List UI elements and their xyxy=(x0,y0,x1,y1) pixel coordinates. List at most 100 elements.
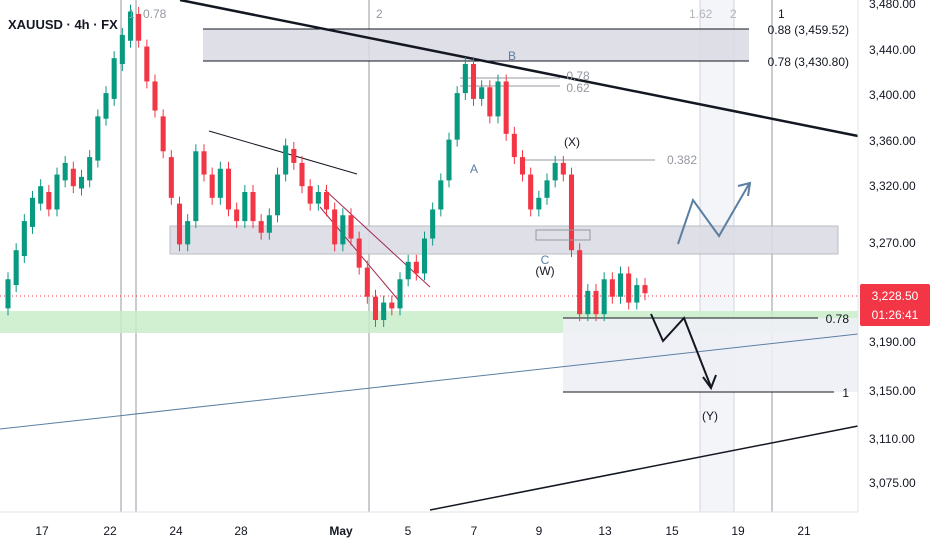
last-price-badge[interactable] xyxy=(860,284,930,326)
candle-up[interactable] xyxy=(185,221,191,245)
candle-down[interactable] xyxy=(225,168,232,210)
candle-down[interactable] xyxy=(348,215,354,239)
candle-down[interactable] xyxy=(609,279,615,297)
price-axis[interactable]: 3,480.00 3,440.00 3,400.00 3,360.00 3,32… xyxy=(857,0,932,512)
target-zone[interactable] xyxy=(563,318,858,392)
candle-down[interactable] xyxy=(364,267,370,297)
candle-up[interactable] xyxy=(242,192,248,222)
candle-up[interactable] xyxy=(21,221,27,256)
channel-line-top[interactable] xyxy=(324,189,431,288)
candle-down[interactable] xyxy=(46,192,52,210)
candle-down[interactable] xyxy=(176,203,183,245)
candle-down[interactable] xyxy=(307,186,313,204)
time-axis[interactable]: 17 22 24 28 May 5 7 9 13 15 19 21 xyxy=(0,511,932,550)
candle-up[interactable] xyxy=(13,250,19,286)
candle-up[interactable] xyxy=(454,93,460,140)
candle-down[interactable] xyxy=(70,168,76,187)
y-tick: 3,440.00 xyxy=(869,43,916,57)
candle-down[interactable] xyxy=(503,81,509,134)
candle-up[interactable] xyxy=(536,197,542,210)
symbol-title[interactable]: XAUUSD · 4h · FX xyxy=(8,17,118,32)
candle-down[interactable] xyxy=(470,64,477,99)
candle-up[interactable] xyxy=(95,116,101,161)
candle-down[interactable] xyxy=(568,174,575,251)
candle-up[interactable] xyxy=(111,58,117,99)
candle-down[interactable] xyxy=(519,157,526,175)
candle-down[interactable] xyxy=(250,192,256,222)
candle-up[interactable] xyxy=(266,215,272,233)
candle-up[interactable] xyxy=(78,176,85,189)
candle-up[interactable] xyxy=(103,93,109,119)
candle-down[interactable] xyxy=(413,261,419,274)
ascending-trendline-upper[interactable] xyxy=(0,333,859,430)
mid-zone[interactable] xyxy=(169,225,839,255)
candle-up[interactable] xyxy=(5,279,11,309)
ascending-trendline-lower[interactable] xyxy=(429,425,859,511)
candle-up[interactable] xyxy=(193,151,199,222)
candle-up[interactable] xyxy=(38,186,44,204)
candle-down[interactable] xyxy=(511,133,517,158)
candle-up[interactable] xyxy=(495,81,501,117)
candle-up[interactable] xyxy=(421,238,428,274)
candle-down[interactable] xyxy=(258,221,264,233)
candle-up[interactable] xyxy=(544,180,550,198)
time-fib-label-1: 1 xyxy=(128,7,135,21)
candle-up[interactable] xyxy=(62,162,68,181)
time-axis-bg xyxy=(0,512,932,550)
price-axis-bg xyxy=(858,0,932,512)
candle-up[interactable] xyxy=(315,192,321,204)
candle-up[interactable] xyxy=(217,168,223,198)
descending-trendline[interactable] xyxy=(179,0,859,138)
candle-up[interactable] xyxy=(274,174,281,216)
candle-up[interactable] xyxy=(397,279,403,309)
candle-down[interactable] xyxy=(234,209,240,222)
candle-down[interactable] xyxy=(332,209,338,245)
candle-down[interactable] xyxy=(372,296,379,320)
candle-up[interactable] xyxy=(585,290,591,315)
candle-up[interactable] xyxy=(119,34,125,64)
candle-down[interactable] xyxy=(201,151,207,175)
candle-up[interactable] xyxy=(29,197,36,227)
candle-up[interactable] xyxy=(127,11,134,41)
candle-down[interactable] xyxy=(528,174,534,210)
candle-down[interactable] xyxy=(209,174,215,198)
candle-down[interactable] xyxy=(299,162,305,187)
candle-up[interactable] xyxy=(340,215,346,245)
candle-down[interactable] xyxy=(389,302,395,309)
candle-down[interactable] xyxy=(593,290,599,315)
candle-down[interactable] xyxy=(356,238,362,268)
candle-down[interactable] xyxy=(291,148,297,163)
candle-up[interactable] xyxy=(552,162,558,181)
bearish-projection-path[interactable] xyxy=(650,313,712,388)
candle-down[interactable] xyxy=(144,46,150,82)
candle-down[interactable] xyxy=(577,250,583,315)
bullish-projection-path[interactable] xyxy=(677,183,750,245)
candle-up[interactable] xyxy=(381,302,387,320)
candle-up[interactable] xyxy=(446,139,452,181)
candle-down[interactable] xyxy=(168,157,174,198)
candle-up[interactable] xyxy=(438,180,444,210)
candle-up[interactable] xyxy=(479,87,485,99)
candle-down[interactable] xyxy=(626,273,632,303)
candle-up[interactable] xyxy=(634,285,640,303)
candle-up[interactable] xyxy=(283,145,289,175)
candle-up[interactable] xyxy=(601,279,607,315)
triangle-upper-line[interactable] xyxy=(208,130,358,175)
y-tick: 3,320.00 xyxy=(869,179,916,193)
candle-down[interactable] xyxy=(152,81,158,111)
candle-up[interactable] xyxy=(430,209,436,239)
candle-down[interactable] xyxy=(160,116,166,152)
resistance-zone[interactable] xyxy=(203,29,749,61)
candle-down[interactable] xyxy=(487,87,493,117)
candle-down[interactable] xyxy=(136,13,142,41)
candle-up[interactable] xyxy=(462,64,468,94)
candle-up[interactable] xyxy=(87,157,93,181)
candle-down[interactable] xyxy=(560,162,566,175)
candle-up[interactable] xyxy=(617,273,624,297)
y-tick: 3,110.00 xyxy=(869,432,915,446)
candle-up[interactable] xyxy=(54,174,60,210)
candle-up[interactable] xyxy=(405,261,411,280)
candle-down[interactable] xyxy=(323,192,330,210)
candle-down[interactable] xyxy=(642,285,648,294)
